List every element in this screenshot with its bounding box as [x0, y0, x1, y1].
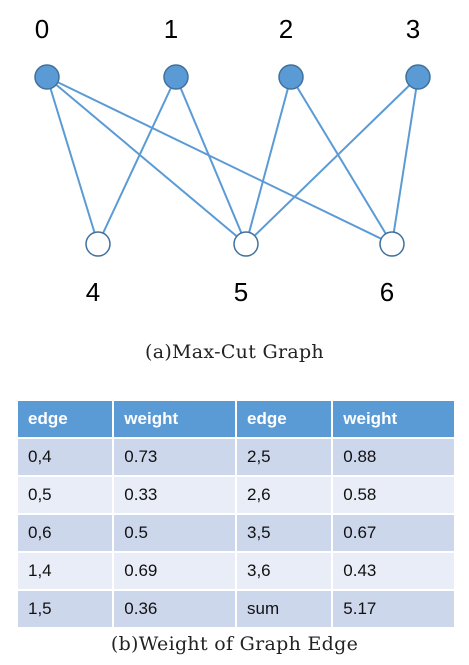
table-cell: 0,6 [15, 513, 115, 553]
table-cell: 3,6 [234, 551, 334, 591]
graph-edge-0-6 [46, 76, 393, 245]
table-cell: 0.69 [112, 551, 237, 591]
header-edge-2: edge [234, 399, 334, 439]
node-label-6: 6 [380, 277, 394, 307]
table-cell: 0.5 [112, 513, 237, 553]
node-label-2: 2 [279, 14, 293, 44]
table-cell: 1,5 [15, 589, 115, 629]
table-cell: sum [234, 589, 334, 629]
graph-node-3 [405, 64, 431, 90]
table-cell: 0.58 [331, 475, 456, 515]
header-edge-1: edge [15, 399, 115, 439]
graph-node-6 [379, 231, 405, 257]
graph-edge-2-6 [290, 76, 393, 245]
edge-weight-table: edge weight edge weight 0,4 0.73 2,5 0.8… [15, 399, 456, 629]
table-cell: 0.67 [331, 513, 456, 553]
table-cell: 5.17 [331, 589, 456, 629]
max-cut-graph: 0 1 2 3 4 5 6 [34, 14, 431, 307]
table-cell: 0.88 [331, 437, 456, 477]
graph-node-5 [233, 231, 259, 257]
table-cell: 3,5 [234, 513, 334, 553]
node-label-1: 1 [164, 14, 178, 44]
node-label-0: 0 [35, 14, 49, 44]
table-cell: 2,6 [234, 475, 334, 515]
table-cell: 0,5 [15, 475, 115, 515]
table-caption: (b)Weight of Graph Edge [110, 633, 359, 655]
node-label-5: 5 [234, 277, 248, 307]
header-weight-1: weight [112, 399, 237, 439]
table-cell: 0.36 [112, 589, 237, 629]
table-row: 0,4 0.73 2,5 0.88 [15, 437, 456, 477]
graph-node-2 [278, 64, 304, 90]
graph-node-4 [85, 231, 111, 257]
graph-edge-2-5 [245, 76, 292, 245]
table-row: 1,4 0.69 3,6 0.43 [15, 551, 456, 591]
graph-edge-1-5 [175, 76, 247, 245]
graph-edge-0-5 [46, 76, 247, 245]
graph-edge-3-6 [391, 76, 419, 245]
table-cell: 0.33 [112, 475, 237, 515]
table-cell: 0.43 [331, 551, 456, 591]
header-weight-2: weight [331, 399, 456, 439]
graph-edge-3-5 [245, 76, 419, 245]
graph-edge-0-4 [46, 76, 99, 245]
table-cell: 0,4 [15, 437, 115, 477]
table-row: 1,5 0.36 sum 5.17 [15, 589, 456, 629]
table-cell: 0.73 [112, 437, 237, 477]
graph-node-0 [34, 64, 60, 90]
table-cell: 2,5 [234, 437, 334, 477]
graph-edge-1-4 [97, 76, 177, 245]
table-cell: 1,4 [15, 551, 115, 591]
table-header-row: edge weight edge weight [15, 399, 456, 439]
table-row: 0,6 0.5 3,5 0.67 [15, 513, 456, 553]
graph-node-1 [163, 64, 189, 90]
node-label-3: 3 [406, 14, 420, 44]
node-label-4: 4 [86, 277, 100, 307]
table-row: 0,5 0.33 2,6 0.58 [15, 475, 456, 515]
graph-caption: (a)Max-Cut Graph [145, 341, 324, 363]
